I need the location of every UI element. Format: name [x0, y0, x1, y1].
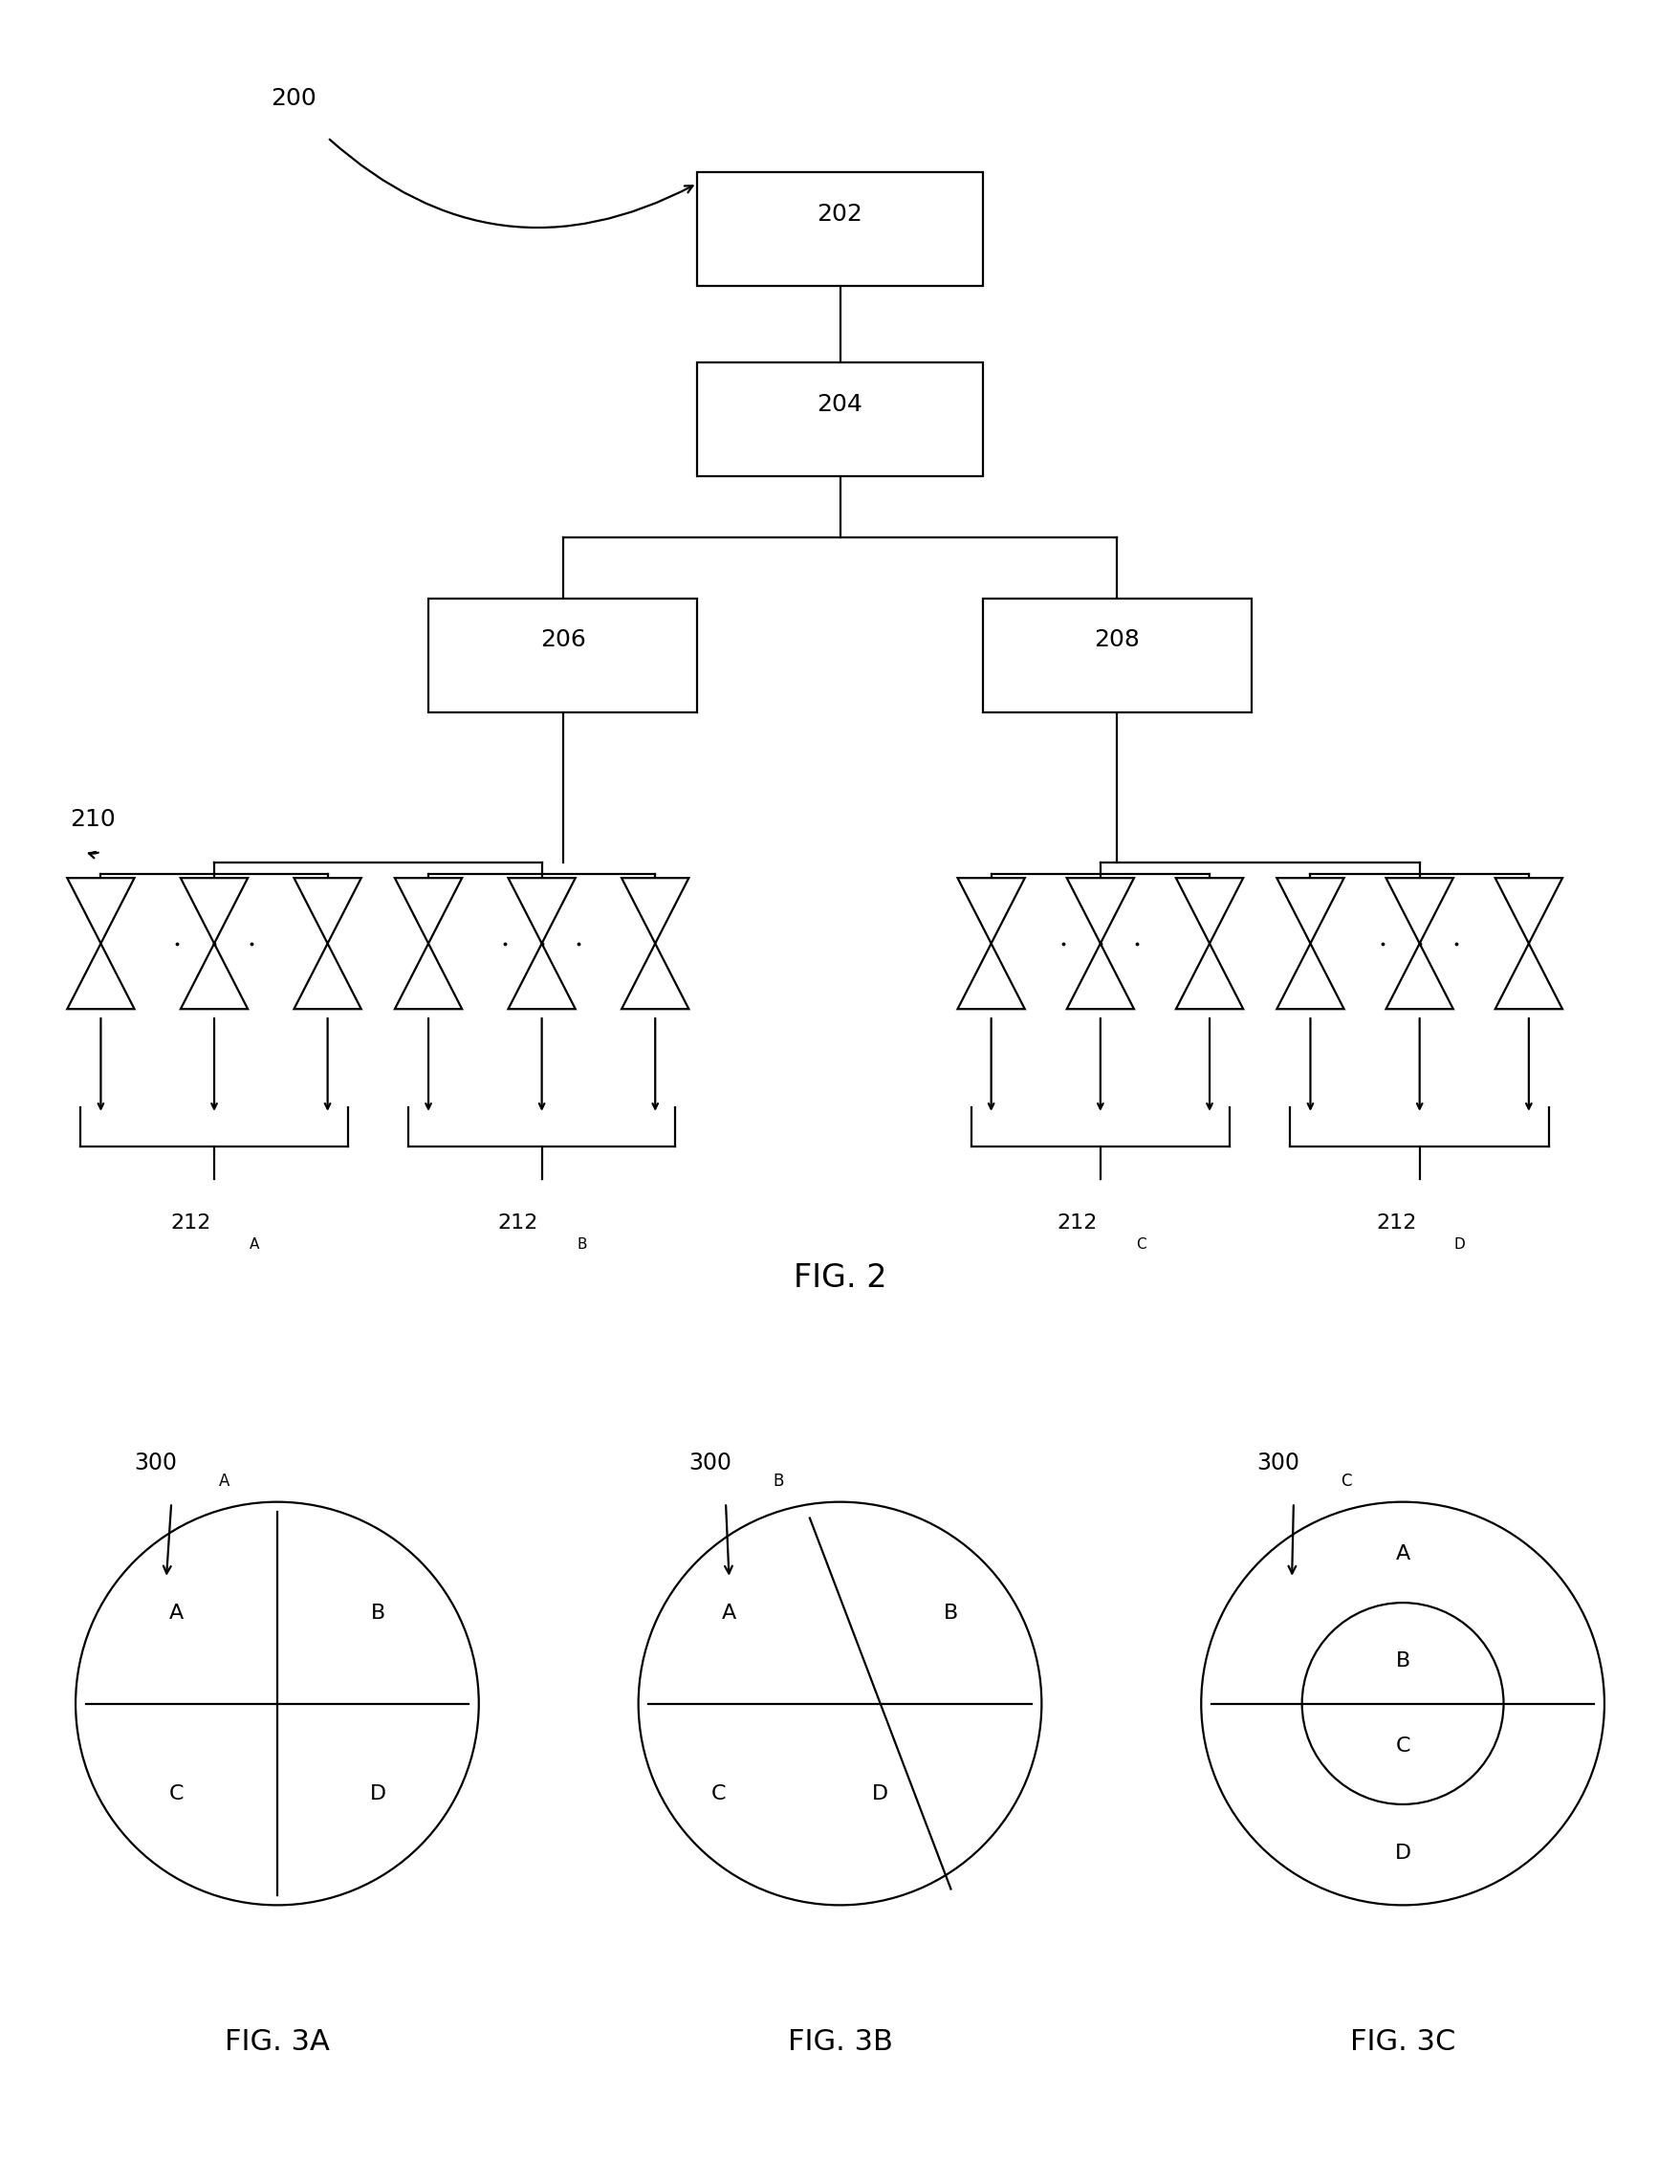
Bar [983, 598, 1252, 712]
Text: C: C [170, 1784, 183, 1804]
Text: 212: 212 [1376, 1214, 1416, 1232]
Text: 212: 212 [1057, 1214, 1097, 1232]
Text: C: C [1341, 1472, 1352, 1489]
Text: B: B [1396, 1651, 1410, 1671]
Text: 300: 300 [689, 1452, 732, 1474]
Text: B: B [578, 1238, 586, 1251]
Text: A: A [170, 1603, 183, 1623]
Text: B: B [773, 1472, 783, 1489]
Text: 200: 200 [270, 87, 318, 109]
Text: D: D [1455, 1238, 1465, 1251]
Text: D: D [370, 1784, 386, 1804]
Text: 300: 300 [1257, 1452, 1300, 1474]
Text: 300: 300 [134, 1452, 178, 1474]
Text: 202: 202 [816, 203, 864, 225]
Bar [428, 598, 697, 712]
Text: FIG. 2: FIG. 2 [793, 1262, 887, 1293]
Text: C: C [1136, 1238, 1146, 1251]
Ellipse shape [1302, 1603, 1504, 1804]
Bar [697, 173, 983, 286]
Text: D: D [1394, 1843, 1411, 1863]
Text: 208: 208 [1094, 629, 1141, 651]
Text: B: B [944, 1603, 958, 1623]
Text: A: A [1396, 1544, 1410, 1564]
Text: 212: 212 [497, 1214, 539, 1232]
Text: FIG. 3B: FIG. 3B [788, 2029, 892, 2055]
Text: C: C [712, 1784, 726, 1804]
Text: FIG. 3C: FIG. 3C [1351, 2029, 1455, 2055]
Text: FIG. 3A: FIG. 3A [225, 2029, 329, 2055]
Ellipse shape [638, 1503, 1042, 1904]
Text: A: A [250, 1238, 259, 1251]
Text: 206: 206 [539, 629, 586, 651]
Text: B: B [371, 1603, 385, 1623]
Text: A: A [722, 1603, 736, 1623]
Text: C: C [1396, 1736, 1410, 1756]
Ellipse shape [76, 1503, 479, 1904]
Text: 204: 204 [816, 393, 864, 415]
Text: 212: 212 [170, 1214, 212, 1232]
Text: 210: 210 [69, 808, 116, 830]
Text: A: A [218, 1472, 228, 1489]
Ellipse shape [1201, 1503, 1604, 1904]
Bar [697, 363, 983, 476]
Text: D: D [872, 1784, 889, 1804]
